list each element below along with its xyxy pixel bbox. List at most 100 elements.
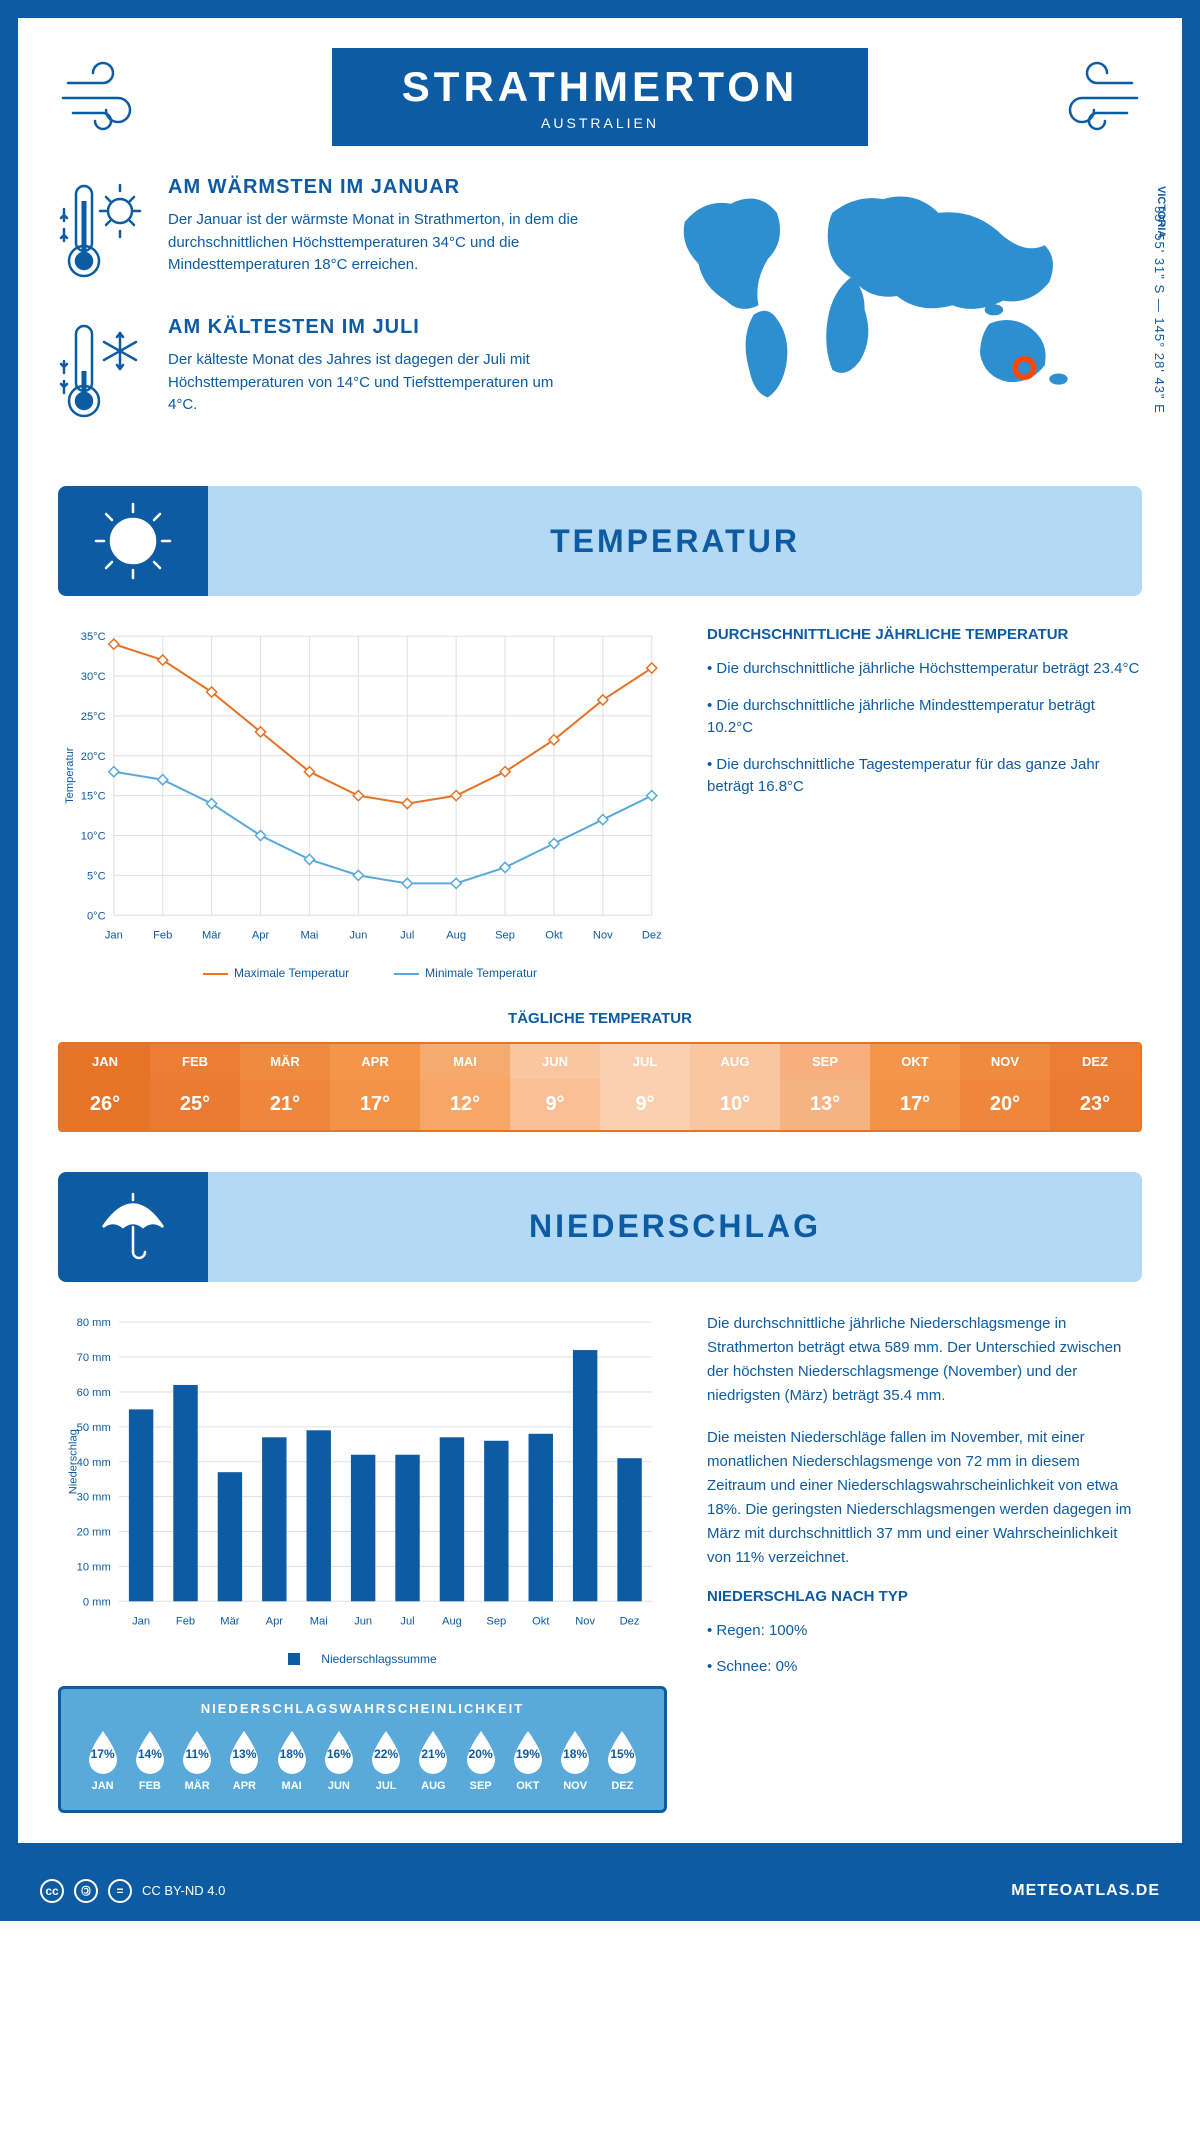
header: STRATHMERTON AUSTRALIEN — [58, 48, 1142, 146]
temp-info-bullet: • Die durchschnittliche jährliche Mindes… — [707, 695, 1142, 740]
precip-type-bullet: • Regen: 100% — [707, 1620, 1142, 1643]
svg-text:Feb: Feb — [176, 1615, 195, 1627]
prob-item: 20% SEP — [457, 1728, 504, 1792]
raindrop-icon: 19% — [509, 1728, 547, 1776]
page-title: STRATHMERTON — [402, 63, 798, 111]
svg-text:70 mm: 70 mm — [77, 1352, 111, 1364]
svg-text:Okt: Okt — [545, 930, 563, 942]
raindrop-icon: 16% — [320, 1728, 358, 1776]
svg-text:Aug: Aug — [446, 930, 466, 942]
raindrop-icon: 20% — [462, 1728, 500, 1776]
svg-text:Feb: Feb — [153, 930, 172, 942]
daily-temp-cell: NOV 20° — [960, 1044, 1050, 1130]
daily-temp-cell: DEZ 23° — [1050, 1044, 1140, 1130]
prob-item: 16% JUN — [315, 1728, 362, 1792]
prob-item: 11% MÄR — [174, 1728, 221, 1792]
precip-legend-label: Niederschlagssumme — [321, 1652, 436, 1666]
daily-temp-cell: FEB 25° — [150, 1044, 240, 1130]
precip-para1: Die durchschnittliche jährliche Niedersc… — [707, 1312, 1142, 1408]
svg-text:Nov: Nov — [575, 1615, 595, 1627]
svg-text:50 mm: 50 mm — [77, 1422, 111, 1434]
umbrella-icon — [58, 1172, 208, 1282]
daily-temp-cell: JAN 26° — [60, 1044, 150, 1130]
temperature-heading: TEMPERATUR — [208, 523, 1142, 560]
coldest-block: AM KÄLTESTEN IM JULI Der kälteste Monat … — [58, 316, 585, 431]
svg-text:5°C: 5°C — [87, 870, 106, 882]
svg-text:Nov: Nov — [593, 930, 613, 942]
temp-info-heading: DURCHSCHNITTLICHE JÄHRLICHE TEMPERATUR — [707, 626, 1142, 643]
raindrop-icon: 21% — [414, 1728, 452, 1776]
thermometer-hot-icon — [58, 176, 148, 291]
prob-item: 14% FEB — [126, 1728, 173, 1792]
svg-text:Dez: Dez — [620, 1615, 640, 1627]
daily-temperature-table: TÄGLICHE TEMPERATUR JAN 26° FEB 25° MÄR … — [58, 1010, 1142, 1132]
daily-temp-cell: AUG 10° — [690, 1044, 780, 1130]
title-banner: STRATHMERTON AUSTRALIEN — [332, 48, 868, 146]
svg-text:Temperatur: Temperatur — [64, 747, 76, 804]
raindrop-icon: 22% — [367, 1728, 405, 1776]
by-icon: 🄯 — [74, 1879, 98, 1903]
footer: cc 🄯 = CC BY-ND 4.0 METEOATLAS.DE — [0, 1861, 1200, 1921]
precipitation-info: Die durchschnittliche jährliche Niedersc… — [707, 1312, 1142, 1813]
page-subtitle: AUSTRALIEN — [402, 115, 798, 131]
svg-text:Niederschlag: Niederschlag — [67, 1429, 79, 1494]
precip-type-bullet: • Schnee: 0% — [707, 1656, 1142, 1679]
svg-text:Dez: Dez — [642, 930, 662, 942]
svg-text:Sep: Sep — [486, 1615, 506, 1627]
wind-icon — [58, 58, 168, 143]
svg-text:Jul: Jul — [400, 1615, 414, 1627]
prob-item: 17% JAN — [79, 1728, 126, 1792]
svg-text:Mai: Mai — [310, 1615, 328, 1627]
site-name: METEOATLAS.DE — [1011, 1882, 1160, 1900]
svg-text:80 mm: 80 mm — [77, 1317, 111, 1329]
temperature-chart: 0°C5°C10°C15°C20°C25°C30°C35°CJanFebMärA… — [58, 626, 667, 980]
raindrop-icon: 13% — [225, 1728, 263, 1776]
raindrop-icon: 18% — [556, 1728, 594, 1776]
svg-text:Jan: Jan — [132, 1615, 150, 1627]
daily-temp-cell: JUN 9° — [510, 1044, 600, 1130]
daily-temp-cell: APR 17° — [330, 1044, 420, 1130]
svg-text:Mär: Mär — [202, 930, 221, 942]
precipitation-legend: Niederschlagssumme — [58, 1652, 667, 1666]
daily-temp-cell: SEP 13° — [780, 1044, 870, 1130]
raindrop-icon: 17% — [84, 1728, 122, 1776]
svg-text:40 mm: 40 mm — [77, 1457, 111, 1469]
license-label: CC BY-ND 4.0 — [142, 1883, 225, 1898]
svg-text:0°C: 0°C — [87, 910, 106, 922]
coordinates: 35° 55' 31" S — 145° 28' 43" E — [1152, 206, 1167, 414]
svg-text:Aug: Aug — [442, 1615, 462, 1627]
precipitation-banner: NIEDERSCHLAG — [58, 1172, 1142, 1282]
daily-temp-heading: TÄGLICHE TEMPERATUR — [58, 1010, 1142, 1027]
svg-text:30 mm: 30 mm — [77, 1491, 111, 1503]
svg-text:Apr: Apr — [252, 930, 270, 942]
svg-text:Jul: Jul — [400, 930, 414, 942]
svg-text:30°C: 30°C — [81, 671, 106, 683]
precipitation-chart: 0 mm10 mm20 mm30 mm40 mm50 mm60 mm70 mm8… — [58, 1312, 667, 1666]
raindrop-icon: 11% — [178, 1728, 216, 1776]
warmest-text: Der Januar ist der wärmste Monat in Stra… — [168, 209, 585, 277]
svg-text:Mär: Mär — [220, 1615, 239, 1627]
svg-text:15°C: 15°C — [81, 791, 106, 803]
svg-text:Sep: Sep — [495, 930, 515, 942]
daily-temp-cell: MÄR 21° — [240, 1044, 330, 1130]
svg-text:Jun: Jun — [349, 930, 367, 942]
svg-text:10°C: 10°C — [81, 831, 106, 843]
temperature-banner: TEMPERATUR — [58, 486, 1142, 596]
raindrop-icon: 14% — [131, 1728, 169, 1776]
nd-icon: = — [108, 1879, 132, 1903]
prob-item: 22% JUL — [363, 1728, 410, 1792]
prob-item: 18% MAI — [268, 1728, 315, 1792]
precip-para2: Die meisten Niederschläge fallen im Nove… — [707, 1426, 1142, 1570]
svg-text:Jan: Jan — [105, 930, 123, 942]
prob-item: 18% NOV — [552, 1728, 599, 1792]
raindrop-icon: 15% — [603, 1728, 641, 1776]
svg-text:20 mm: 20 mm — [77, 1526, 111, 1538]
svg-text:0 mm: 0 mm — [83, 1596, 111, 1608]
temp-info-bullet: • Die durchschnittliche jährliche Höchst… — [707, 658, 1142, 681]
prob-item: 15% DEZ — [599, 1728, 646, 1792]
svg-text:Apr: Apr — [266, 1615, 284, 1627]
raindrop-icon: 18% — [273, 1728, 311, 1776]
warmest-heading: AM WÄRMSTEN IM JANUAR — [168, 176, 585, 199]
warmest-block: AM WÄRMSTEN IM JANUAR Der Januar ist der… — [58, 176, 585, 291]
cc-icon: cc — [40, 1879, 64, 1903]
